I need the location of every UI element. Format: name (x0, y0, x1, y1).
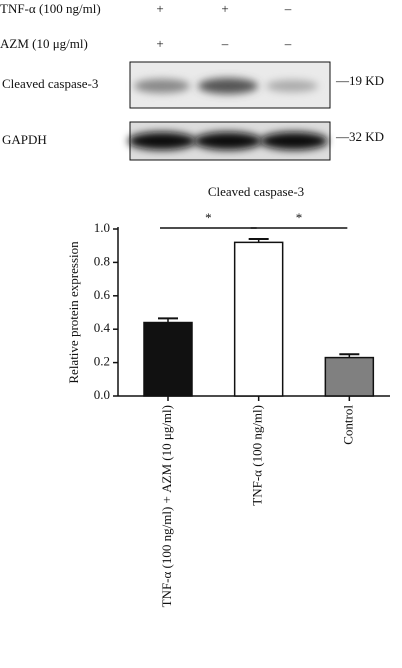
blot (128, 61, 331, 161)
band-label: Cleaved caspase-3 (2, 76, 98, 91)
treatment-label: TNF-α (100 ng/ml) (0, 1, 101, 16)
band-size: —19 KD (335, 73, 384, 88)
y-tick-label: 0.4 (94, 320, 111, 335)
band-size: —32 KD (335, 129, 384, 144)
y-tick-label: 0.0 (94, 387, 110, 402)
bar (233, 241, 284, 397)
y-tick-label: 1.0 (94, 220, 110, 235)
x-tick-label: TNF-α (100 ng/ml) + AZM (10 μg/ml) (159, 405, 174, 607)
x-tick-label: TNF-α (100 ng/ml) (250, 405, 265, 506)
y-tick-label: 0.6 (94, 287, 111, 302)
bar (324, 356, 375, 397)
y-axis-label: Relative protein expression (66, 241, 81, 384)
treatment-label: AZM (10 μg/ml) (0, 36, 88, 51)
treatment-sign: – (221, 36, 229, 51)
treatment-sign: + (156, 36, 163, 51)
band (194, 132, 262, 150)
y-tick-label: 0.8 (94, 253, 110, 268)
chart-title: Cleaved caspase-3 (208, 184, 304, 199)
band (198, 78, 258, 94)
bar (143, 321, 193, 397)
treatment-sign: – (284, 1, 292, 16)
y-tick-label: 0.2 (94, 354, 110, 369)
significance-label: * (296, 210, 303, 225)
x-tick-label: Control (340, 405, 355, 445)
band (260, 132, 328, 150)
band (128, 132, 196, 150)
band-label: GAPDH (2, 132, 47, 147)
significance-label: * (205, 210, 212, 225)
treatment-sign: – (284, 36, 292, 51)
treatment-sign: + (221, 1, 228, 16)
treatment-sign: + (156, 1, 163, 16)
band (134, 79, 190, 93)
band (266, 80, 318, 92)
